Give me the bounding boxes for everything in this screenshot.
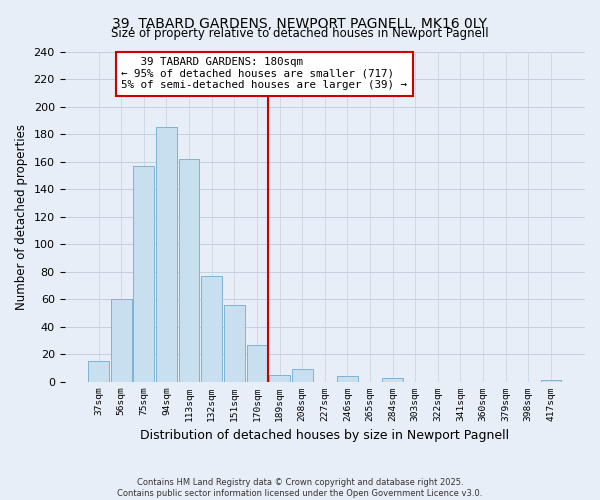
Bar [88,361,109,382]
Bar [541,380,562,382]
Bar [111,299,131,382]
X-axis label: Distribution of detached houses by size in Newport Pagnell: Distribution of detached houses by size … [140,430,509,442]
Bar [224,304,245,382]
Bar [156,127,177,382]
Bar [337,376,358,382]
Text: 39, TABARD GARDENS, NEWPORT PAGNELL, MK16 0LY: 39, TABARD GARDENS, NEWPORT PAGNELL, MK1… [113,18,487,32]
Bar [382,378,403,382]
Text: Size of property relative to detached houses in Newport Pagnell: Size of property relative to detached ho… [111,28,489,40]
Y-axis label: Number of detached properties: Number of detached properties [15,124,28,310]
Text: Contains HM Land Registry data © Crown copyright and database right 2025.
Contai: Contains HM Land Registry data © Crown c… [118,478,482,498]
Bar [247,344,268,382]
Bar [133,166,154,382]
Bar [292,370,313,382]
Bar [269,375,290,382]
Bar [201,276,222,382]
Text: 39 TABARD GARDENS: 180sqm
← 95% of detached houses are smaller (717)
5% of semi-: 39 TABARD GARDENS: 180sqm ← 95% of detac… [121,57,407,90]
Bar [179,159,199,382]
